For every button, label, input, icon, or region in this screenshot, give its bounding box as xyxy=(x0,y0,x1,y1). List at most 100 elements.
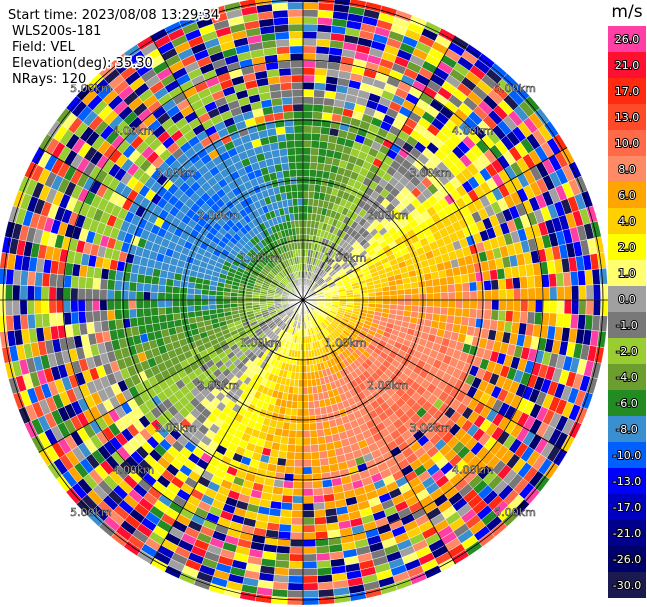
radar-cell xyxy=(289,52,304,61)
radar-cell xyxy=(292,103,304,112)
radar-cell xyxy=(41,286,50,301)
radar-cell xyxy=(314,74,327,84)
radar-cell xyxy=(277,530,292,540)
radar-cell xyxy=(128,281,138,292)
radar-cell xyxy=(555,272,565,287)
radar-cell xyxy=(26,299,35,315)
radar-cell xyxy=(584,314,594,331)
radar-cell xyxy=(316,38,331,48)
radar-cell xyxy=(286,444,296,453)
radar-cell xyxy=(382,295,391,301)
radar-cell xyxy=(302,205,309,214)
colorbar-label: -8.0 xyxy=(616,423,637,436)
radar-cell xyxy=(298,372,304,381)
radar-cell xyxy=(286,140,296,149)
radar-cell xyxy=(467,272,477,283)
radar-cell xyxy=(41,272,51,287)
radar-cell xyxy=(317,155,326,164)
radar-cell xyxy=(316,31,332,41)
radar-cell xyxy=(423,272,433,281)
radar-cell xyxy=(135,282,145,292)
radar-cell xyxy=(273,24,290,34)
radar-cell xyxy=(280,501,293,511)
radar-cell xyxy=(129,317,139,328)
radar-cell xyxy=(292,198,299,207)
radar-cell xyxy=(297,401,304,410)
radar-cell xyxy=(295,154,304,163)
radar-cell xyxy=(313,501,326,511)
radar-cell xyxy=(26,285,35,301)
radar-cell xyxy=(440,292,449,301)
radar-cell xyxy=(302,481,314,490)
radar-cell xyxy=(453,315,463,326)
radar-cell xyxy=(483,309,492,320)
radar-cell xyxy=(549,286,558,301)
radar-cell xyxy=(578,299,587,316)
radar-cell xyxy=(302,502,315,511)
radar-cell xyxy=(99,299,108,311)
radar-cell xyxy=(533,311,543,326)
radar-cell xyxy=(302,365,308,373)
radar-cell xyxy=(293,466,304,475)
radar-cell xyxy=(302,89,315,98)
radar-cell xyxy=(55,299,64,314)
radar-cell xyxy=(302,531,316,540)
radar-cell xyxy=(569,270,579,287)
radar-cell xyxy=(316,24,333,34)
radar-cell xyxy=(288,568,304,577)
radar-cell xyxy=(446,275,455,286)
radar-cell xyxy=(298,365,304,373)
radar-cell xyxy=(302,118,313,127)
radar-cell xyxy=(282,103,294,113)
radar-cell xyxy=(194,305,203,312)
radar-cell xyxy=(295,423,304,431)
radar-cell xyxy=(285,191,293,200)
radar-cell xyxy=(484,299,493,311)
radar-cell xyxy=(318,450,329,460)
radar-cell xyxy=(311,473,323,482)
radar-cell xyxy=(311,132,321,142)
radar-cell xyxy=(389,289,398,296)
radar-cell xyxy=(135,299,144,309)
radar-cell xyxy=(276,133,287,143)
radar-cell xyxy=(312,487,324,497)
radar-cell xyxy=(519,276,529,289)
radar-cell xyxy=(150,299,159,309)
radar-cell xyxy=(302,473,313,482)
radar-cell xyxy=(316,559,332,569)
radar-cell xyxy=(571,285,580,301)
radar-cell xyxy=(297,394,304,402)
radar-cell xyxy=(157,299,166,308)
radar-cell xyxy=(48,312,58,327)
radar-cell xyxy=(563,285,572,301)
radar-cell xyxy=(316,162,325,172)
radar-cell xyxy=(186,305,195,313)
radar-cell xyxy=(460,316,470,327)
radar-cell xyxy=(512,310,521,323)
colorbar-label: 26.0 xyxy=(615,33,640,46)
radar-cell xyxy=(302,38,317,47)
radar-cell xyxy=(311,118,323,127)
radar-cell xyxy=(316,428,325,438)
radar-cell xyxy=(12,314,22,331)
radar-cell xyxy=(476,280,485,292)
radar-cell xyxy=(99,310,109,322)
radar-cell xyxy=(77,288,86,301)
radar-cell xyxy=(292,205,299,214)
radar-cell xyxy=(70,287,79,301)
radar-cell xyxy=(287,154,296,163)
radar-cell xyxy=(288,560,304,569)
radar-cell xyxy=(317,9,334,19)
radar-cell xyxy=(439,277,448,286)
radar-cell xyxy=(569,313,579,330)
radar-cell xyxy=(283,118,295,127)
radar-cell xyxy=(208,299,217,306)
radar-cell xyxy=(302,582,319,591)
radar-cell xyxy=(172,286,181,294)
radar-cell xyxy=(287,9,304,18)
radar-cell xyxy=(484,289,493,301)
radar-cell xyxy=(295,430,304,439)
radar-cell xyxy=(63,311,73,326)
radar-cell xyxy=(295,227,300,236)
radar-cell xyxy=(309,162,318,171)
